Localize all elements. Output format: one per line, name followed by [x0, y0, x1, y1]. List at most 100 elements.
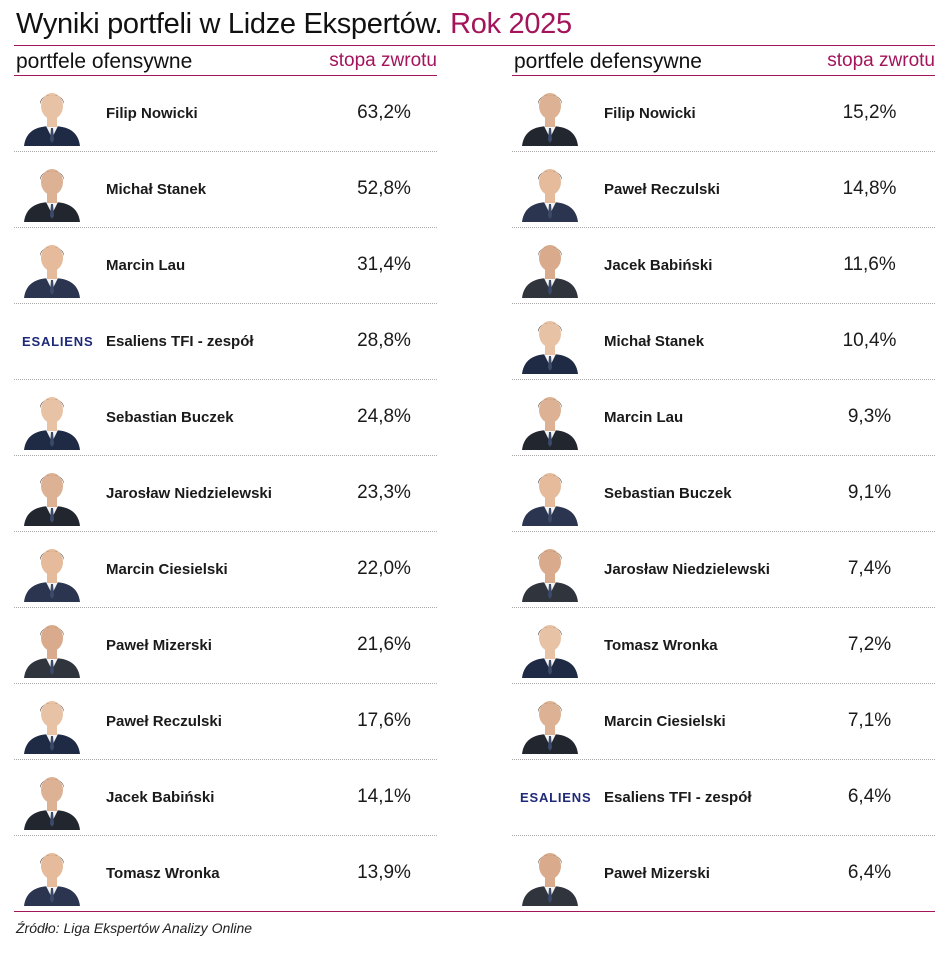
avatar	[516, 158, 584, 222]
defensive-header: portfele defensywne stopa zwrotu	[512, 46, 935, 76]
table-row: Paweł Reczulski 17,6%	[14, 684, 437, 760]
expert-name: Michał Stanek	[106, 181, 207, 198]
top-divider	[14, 45, 935, 46]
expert-name: Tomasz Wronka	[106, 865, 220, 882]
avatar	[18, 766, 86, 830]
table-row: Filip Nowicki 15,2%	[512, 76, 935, 152]
offensive-rate-header: stopa zwrotu	[329, 50, 437, 71]
avatar	[516, 842, 584, 906]
return-rate: 13,9%	[357, 862, 411, 883]
table-row: Tomasz Wronka 13,9%	[14, 836, 437, 912]
defensive-column: portfele defensywne stopa zwrotu Filip N…	[512, 46, 935, 912]
expert-name: Jarosław Niedzielewski	[604, 561, 770, 578]
table-row: Marcin Ciesielski 7,1%	[512, 684, 935, 760]
table-row: Marcin Lau 9,3%	[512, 380, 935, 456]
avatar	[516, 462, 584, 526]
avatar	[18, 158, 86, 222]
return-rate: 52,8%	[357, 178, 411, 199]
return-rate: 14,1%	[357, 786, 411, 807]
esaliens-logo: ESALIENS	[520, 790, 592, 805]
expert-name: Esaliens TFI - zespół	[604, 789, 752, 806]
return-rate: 28,8%	[357, 330, 411, 351]
esaliens-logo: ESALIENS	[22, 334, 94, 349]
avatar	[18, 386, 86, 450]
expert-name: Jacek Babiński	[604, 257, 713, 274]
avatar	[516, 614, 584, 678]
avatar	[516, 234, 584, 298]
return-rate: 9,3%	[847, 406, 892, 427]
table-row: ESALIENS Esaliens TFI - zespół 6,4%	[512, 760, 935, 836]
expert-name: Jacek Babiński	[106, 789, 215, 806]
defensive-header-label: portfele defensywne	[514, 50, 702, 73]
expert-name: Sebastian Buczek	[604, 485, 732, 502]
expert-name: Filip Nowicki	[604, 105, 696, 122]
return-rate: 10,4%	[842, 330, 897, 351]
table-row: ESALIENS Esaliens TFI - zespół 28,8%	[14, 304, 437, 380]
avatar	[18, 690, 86, 754]
source-footnote: Źródło: Liga Ekspertów Analizy Online	[16, 920, 253, 936]
offensive-header-label: portfele ofensywne	[16, 50, 193, 73]
expert-name: Marcin Ciesielski	[604, 713, 726, 730]
expert-name: Filip Nowicki	[106, 105, 198, 122]
table-row: Paweł Mizerski 21,6%	[14, 608, 437, 684]
defensive-rows: Filip Nowicki 15,2% Paweł Reczulski 14,8% Ja…	[512, 76, 935, 912]
table-row: Jarosław Niedzielewski 7,4%	[512, 532, 935, 608]
page-title: Wyniki portfeli w Lidze Ekspertów. Rok 2…	[16, 8, 572, 41]
return-rate: 7,4%	[847, 558, 892, 579]
page-title-main: Wyniki portfeli w Lidze Ekspertów.	[16, 8, 443, 40]
return-rate: 23,3%	[357, 482, 411, 503]
table-row: Michał Stanek 52,8%	[14, 152, 437, 228]
expert-name: Marcin Ciesielski	[106, 561, 228, 578]
expert-name: Paweł Mizerski	[106, 637, 212, 654]
avatar	[516, 690, 584, 754]
table-row: Tomasz Wronka 7,2%	[512, 608, 935, 684]
table-row: Jacek Babiński 14,1%	[14, 760, 437, 836]
table-row: Michał Stanek 10,4%	[512, 304, 935, 380]
return-rate: 22,0%	[357, 558, 411, 579]
offensive-column: portfele ofensywne stopa zwrotu Filip No…	[14, 46, 437, 912]
expert-name: Paweł Reczulski	[106, 713, 222, 730]
return-rate: 24,8%	[357, 406, 411, 427]
avatar	[516, 386, 584, 450]
page-title-year: Rok 2025	[450, 8, 572, 40]
return-rate: 14,8%	[842, 178, 897, 199]
table-row: Paweł Reczulski 14,8%	[512, 152, 935, 228]
table-row: Jarosław Niedzielewski 23,3%	[14, 456, 437, 532]
table-row: Marcin Lau 31,4%	[14, 228, 437, 304]
table-row: Paweł Mizerski 6,4%	[512, 836, 935, 912]
avatar	[18, 234, 86, 298]
avatar	[516, 310, 584, 374]
offensive-rows: Filip Nowicki 63,2% Michał Stanek 52,8% Marc…	[14, 76, 437, 912]
avatar	[18, 82, 86, 146]
return-rate: 17,6%	[357, 710, 411, 731]
avatar	[18, 462, 86, 526]
avatar	[18, 842, 86, 906]
bottom-divider	[14, 911, 935, 912]
avatar	[516, 538, 584, 602]
return-rate: 6,4%	[847, 862, 892, 883]
return-rate: 63,2%	[357, 102, 411, 123]
expert-name: Sebastian Buczek	[106, 409, 234, 426]
return-rate: 11,6%	[843, 254, 896, 275]
offensive-header: portfele ofensywne stopa zwrotu	[14, 46, 437, 76]
avatar	[18, 538, 86, 602]
table-row: Sebastian Buczek 9,1%	[512, 456, 935, 532]
expert-name: Marcin Lau	[106, 257, 186, 274]
table-row: Sebastian Buczek 24,8%	[14, 380, 437, 456]
defensive-rate-header: stopa zwrotu	[827, 50, 935, 71]
expert-name: Marcin Lau	[604, 409, 684, 426]
return-rate: 9,1%	[847, 482, 892, 503]
return-rate: 15,2%	[842, 102, 897, 123]
table-row: Jacek Babiński 11,6%	[512, 228, 935, 304]
return-rate: 7,2%	[847, 634, 892, 655]
avatar	[516, 82, 584, 146]
return-rate: 31,4%	[357, 254, 411, 275]
expert-name: Paweł Reczulski	[604, 181, 720, 198]
avatar	[18, 614, 86, 678]
expert-name: Paweł Mizerski	[604, 865, 710, 882]
table-row: Filip Nowicki 63,2%	[14, 76, 437, 152]
expert-name: Esaliens TFI - zespół	[106, 333, 254, 350]
table-row: Marcin Ciesielski 22,0%	[14, 532, 437, 608]
return-rate: 21,6%	[357, 634, 411, 655]
expert-name: Michał Stanek	[604, 333, 705, 350]
